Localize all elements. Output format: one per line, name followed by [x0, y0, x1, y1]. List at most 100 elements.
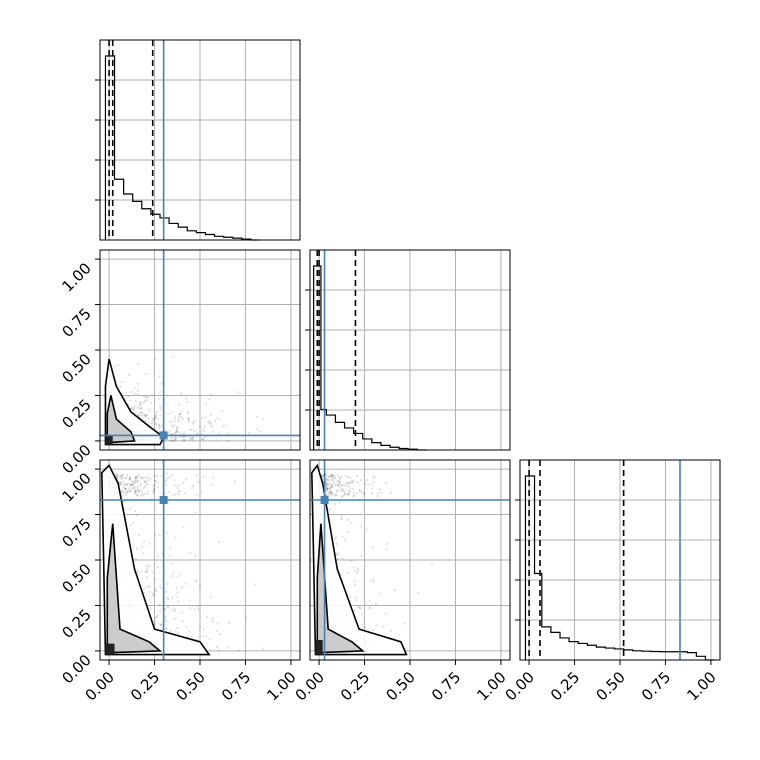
sample-point: [200, 429, 203, 432]
sample-point: [120, 478, 123, 481]
sample-point: [140, 417, 143, 420]
contour-mid: [106, 395, 136, 444]
sample-point: [159, 390, 162, 393]
sample-point: [143, 485, 147, 488]
sample-point: [134, 510, 137, 513]
sample-point: [368, 606, 371, 609]
sample-point: [344, 474, 347, 477]
sample-point: [214, 419, 217, 423]
sample-point: [144, 476, 147, 479]
sample-point: [330, 475, 334, 478]
sample-point: [147, 478, 150, 481]
sample-point: [133, 392, 137, 395]
sample-point: [344, 491, 347, 494]
sample-point: [321, 475, 324, 478]
sample-point: [337, 484, 340, 488]
sample-point: [186, 412, 189, 415]
truth-marker: [320, 496, 329, 504]
sample-point: [157, 482, 160, 485]
sample-point: [334, 536, 338, 539]
sample-point: [326, 478, 329, 481]
x-tick-label: 0.25: [337, 668, 373, 704]
sample-point: [132, 409, 135, 412]
sample-point: [205, 635, 208, 638]
sample-point: [204, 425, 207, 428]
sample-point: [219, 633, 222, 636]
sample-point: [133, 488, 136, 491]
x-tick-label: 0.50: [382, 668, 418, 704]
sample-point: [173, 493, 177, 496]
sample-point: [176, 626, 179, 629]
sample-point: [182, 435, 185, 439]
sample-point: [152, 484, 155, 487]
sample-point: [155, 475, 159, 478]
sample-point: [127, 373, 131, 376]
sample-point: [187, 417, 190, 420]
sample-point: [354, 583, 357, 586]
sample-point: [177, 415, 180, 418]
sample-point: [340, 489, 343, 492]
sample-point: [164, 627, 168, 630]
sample-point: [151, 594, 154, 597]
sample-point: [344, 493, 347, 496]
sample-point: [378, 488, 382, 491]
sample-point: [346, 493, 349, 496]
x-tick-label: 0.00: [292, 668, 328, 704]
sample-point: [364, 482, 367, 485]
sample-point: [119, 483, 122, 486]
sample-point: [193, 430, 196, 433]
sample-point: [177, 419, 181, 423]
sample-point: [365, 479, 368, 482]
sample-point: [139, 494, 142, 497]
sample-point: [176, 430, 179, 433]
panel-0-0: [95, 39, 301, 241]
sample-point: [160, 624, 163, 627]
sample-point: [191, 436, 195, 440]
sample-point: [374, 602, 378, 605]
sample-point: [342, 490, 346, 494]
sample-point: [363, 626, 366, 629]
sample-point: [132, 481, 135, 484]
sample-point: [325, 481, 328, 484]
sample-point: [185, 478, 188, 481]
sample-point: [345, 488, 348, 492]
sample-point: [349, 480, 353, 483]
sample-point: [210, 423, 213, 426]
sample-point: [321, 474, 324, 477]
sample-point: [332, 480, 335, 483]
sample-point: [131, 521, 134, 525]
sample-point: [146, 476, 149, 479]
sample-point: [330, 484, 334, 487]
sample-point: [120, 473, 123, 476]
sample-point: [122, 481, 125, 484]
sample-point: [144, 415, 148, 418]
sample-point: [145, 414, 149, 417]
sample-point: [135, 493, 139, 496]
sample-point: [357, 605, 360, 609]
sample-point: [153, 479, 157, 483]
sample-point: [217, 432, 220, 435]
sample-point: [349, 487, 352, 490]
sample-point: [350, 521, 353, 524]
sample-point: [202, 427, 206, 430]
x-tick-label: 0.50: [172, 668, 208, 704]
sample-point: [187, 421, 190, 424]
sample-point: [153, 577, 156, 581]
sample-point: [360, 623, 364, 627]
sample-point: [359, 525, 363, 528]
sample-point: [148, 542, 151, 545]
sample-point: [149, 477, 152, 480]
sample-point: [356, 569, 360, 572]
sample-point: [358, 490, 361, 493]
sample-point: [139, 411, 142, 415]
sample-point: [177, 600, 180, 603]
sample-point: [191, 436, 194, 439]
sample-point: [122, 483, 125, 486]
sample-point: [344, 538, 347, 541]
y-tick-label: 1.00: [58, 259, 94, 295]
sample-point: [145, 399, 148, 402]
panel-content: [310, 460, 510, 660]
sample-point: [339, 486, 343, 489]
sample-point: [126, 491, 129, 495]
sample-point: [173, 607, 177, 611]
